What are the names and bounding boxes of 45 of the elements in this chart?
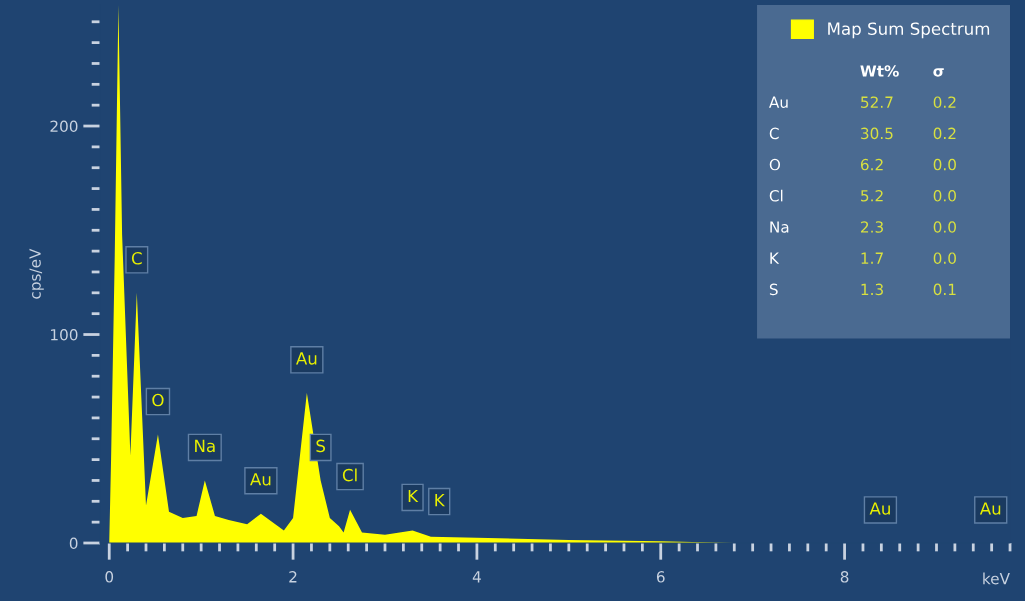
annotation: Wt% — [860, 65, 899, 77]
annotation: Cl — [342, 468, 357, 482]
x-tick-label: 4 — [472, 571, 481, 583]
annotation: 1.7 — [861, 252, 883, 264]
annotation: Au — [250, 473, 271, 486]
annotation: 0.0 — [933, 221, 956, 233]
annotation: 0.0 — [933, 158, 956, 171]
annotation: Au — [769, 96, 788, 108]
x-axis-title: keV — [983, 572, 1010, 585]
annotation: S — [769, 283, 778, 296]
annotation: S — [316, 439, 326, 453]
annotation: Au — [979, 502, 1001, 515]
annotation: 1.3 — [861, 283, 883, 296]
y-tick-label: 100 — [51, 328, 78, 341]
annotation: 0.2 — [933, 96, 956, 108]
y-tick-label: 200 — [50, 120, 78, 133]
annotation: σ — [933, 68, 944, 77]
y-axis-title: cps/eV — [29, 248, 44, 299]
annotation: 2.3 — [861, 221, 883, 233]
x-tick-label: 0 — [105, 571, 114, 583]
annotation: 6.2 — [860, 158, 883, 171]
x-tick-label: 8 — [840, 571, 849, 583]
annotation: O — [769, 158, 781, 171]
annotation: 0.1 — [933, 283, 956, 296]
annotation: Au — [869, 502, 890, 515]
legend-label: Map Sum Spectrum — [828, 22, 990, 39]
annotation: 52.7 — [861, 96, 893, 108]
annotation: 0.2 — [933, 127, 956, 140]
annotation: 30.5 — [861, 127, 893, 140]
annotation: C — [769, 127, 779, 140]
annotation: 5.2 — [861, 190, 883, 202]
annotation: K — [435, 494, 446, 507]
annotation: 0.0 — [933, 190, 956, 202]
annotation: K — [770, 252, 780, 264]
annotation: Na — [770, 221, 789, 233]
x-tick-label: 2 — [289, 571, 297, 583]
annotation: Na — [195, 439, 215, 453]
y-tick-label: 0 — [69, 537, 78, 550]
annotation: 0.0 — [933, 252, 956, 264]
annotation: K — [408, 489, 419, 503]
annotation: O — [152, 393, 164, 407]
annotation: Au — [296, 352, 317, 365]
annotation: C — [131, 251, 142, 265]
annotation: Cl — [769, 189, 783, 202]
x-tick-label: 6 — [656, 571, 665, 583]
